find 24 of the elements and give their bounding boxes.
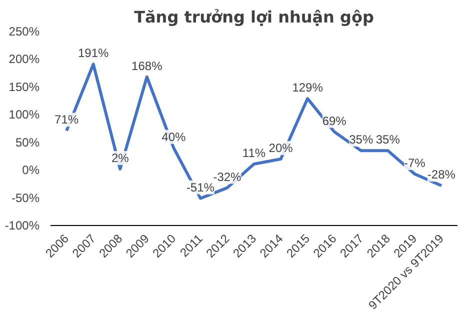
y-tick-label: -100% — [4, 218, 40, 232]
data-label: 11% — [242, 146, 266, 160]
y-tick-label: 100% — [8, 108, 40, 122]
chart-title: Tăng trưởng lợi nhuận gộp — [134, 8, 374, 26]
y-tick-label: 50% — [15, 135, 40, 150]
data-label: 191% — [78, 46, 110, 60]
y-tick-label: 200% — [8, 52, 40, 66]
data-label: 2% — [111, 150, 130, 165]
data-label: 129% — [292, 80, 324, 95]
data-label: 168% — [132, 58, 163, 73]
data-label: 69% — [322, 114, 347, 128]
data-label: -51% — [186, 180, 215, 194]
data-label: -32% — [213, 170, 242, 184]
y-tick-label: 250% — [8, 24, 40, 38]
data-label: 71% — [54, 112, 79, 127]
y-tick-label: 150% — [8, 80, 40, 94]
data-label: 35% — [349, 132, 374, 147]
data-label: 40% — [162, 130, 186, 144]
data-label: 35% — [376, 132, 400, 147]
data-label: -7% — [404, 156, 426, 170]
data-label: -28% — [427, 168, 456, 182]
data-label: 20% — [268, 140, 294, 155]
y-tick-label: 0% — [22, 163, 40, 178]
y-tick-label: -50% — [11, 190, 40, 205]
